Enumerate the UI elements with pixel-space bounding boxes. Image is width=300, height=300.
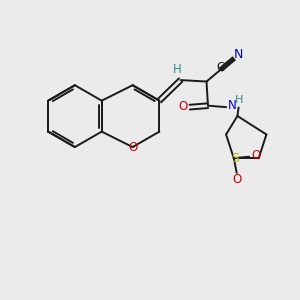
- Text: C: C: [217, 61, 225, 74]
- Text: O: O: [178, 100, 188, 113]
- Text: O: O: [251, 149, 260, 162]
- Text: H: H: [235, 94, 244, 104]
- Text: N: N: [228, 99, 237, 112]
- Text: H: H: [173, 63, 182, 76]
- Text: O: O: [233, 173, 242, 186]
- Text: O: O: [128, 141, 137, 154]
- Text: S: S: [231, 152, 239, 165]
- Text: N: N: [234, 48, 243, 61]
